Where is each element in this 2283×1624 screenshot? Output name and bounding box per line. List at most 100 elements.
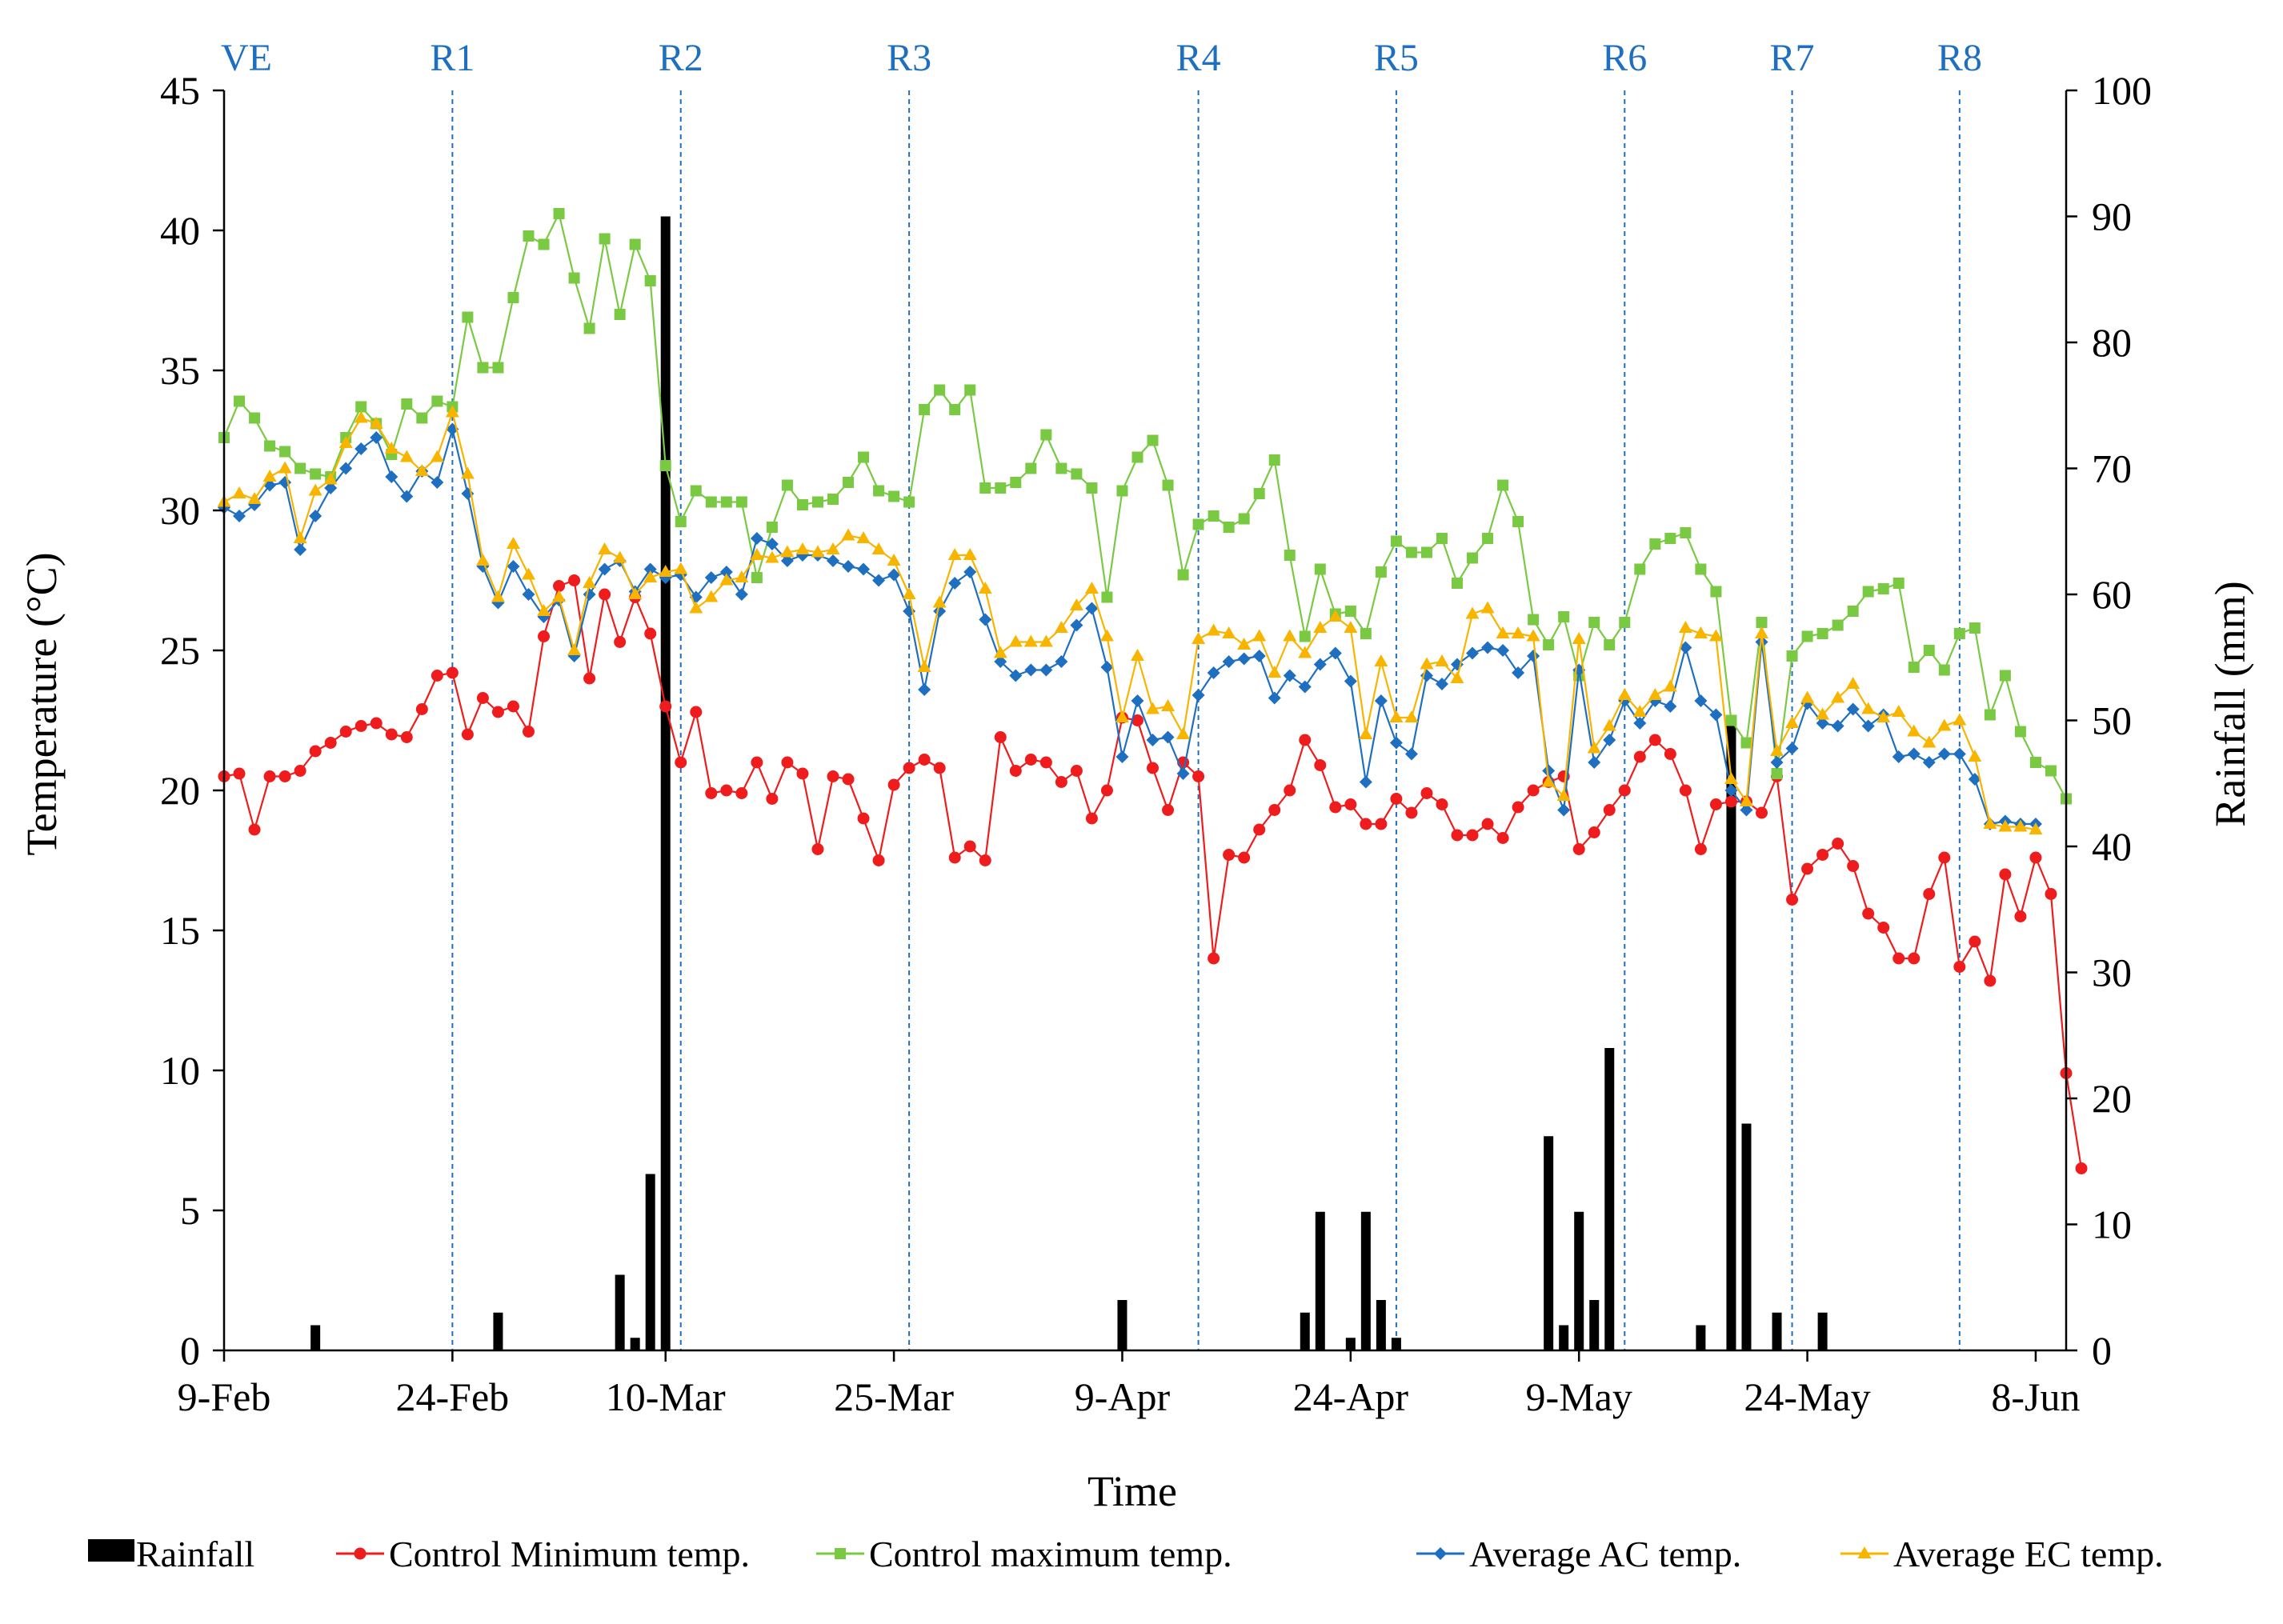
data-point-control_min (370, 717, 383, 730)
data-point-control_max (1604, 639, 1616, 650)
data-point-control_min (522, 726, 535, 738)
data-point-control_min (1390, 793, 1403, 805)
data-point-average_ac (1131, 694, 1144, 707)
data-point-control_max (720, 496, 732, 508)
data-point-average_ec (1359, 727, 1373, 739)
data-point-average_ec (1632, 705, 1647, 717)
data-point-control_max (1558, 611, 1570, 622)
data-point-control_max (1344, 606, 1356, 617)
rainfall-bar (1726, 720, 1736, 1350)
data-point-control_min (1420, 787, 1433, 799)
data-point-control_min (1024, 754, 1037, 766)
y-axis-title-right: Rainfall (mm) (2206, 581, 2254, 826)
data-point-average_ac (309, 510, 322, 522)
data-point-control_max (523, 230, 535, 242)
data-point-control_max (583, 322, 595, 334)
data-point-average_ec (1450, 671, 1464, 683)
rainfall-bar (310, 1325, 321, 1350)
rainfall-bar (1772, 1312, 1782, 1350)
data-point-average_ac (1588, 756, 1601, 769)
data-point-control_min (538, 630, 551, 642)
x-tick-label: 9-Feb (178, 1374, 271, 1419)
data-point-average_ec (1739, 794, 1753, 806)
legend-marker-control_max (835, 1548, 846, 1559)
data-point-control_min (766, 793, 779, 805)
data-point-control_max (2029, 757, 2041, 768)
data-point-average_ac (1176, 767, 1190, 780)
data-point-average_ec (1389, 710, 1404, 722)
data-point-average_ac (1252, 650, 1266, 662)
data-point-average_ec (917, 660, 931, 672)
data-point-average_ac (1359, 775, 1372, 789)
data-point-control_min (1070, 765, 1083, 777)
data-point-control_min (1100, 784, 1113, 797)
data-point-average_ac (1024, 663, 1038, 677)
data-point-control_max (355, 401, 367, 413)
data-point-average_ec (323, 472, 338, 485)
data-point-average_ec (1983, 817, 1997, 829)
data-point-average_ec (460, 466, 475, 479)
data-point-control_min (431, 670, 443, 682)
data-point-control_min (1877, 922, 1890, 934)
data-point-average_ec (1023, 634, 1038, 647)
data-point-average_ec (1084, 582, 1099, 594)
data-point-average_ac (1557, 803, 1571, 817)
data-point-average_ac (826, 554, 839, 567)
data-point-average_ac (583, 588, 596, 601)
data-point-average_ec (506, 537, 520, 549)
left-y-tick-labels: 0 5 10 15 20 25 30 35 40 45 (160, 68, 200, 1373)
left-y-tick-label: 10 (160, 1048, 200, 1093)
data-point-average_ec (1008, 634, 1023, 647)
data-point-average_ec (1374, 654, 1388, 666)
data-point-control_min (1314, 759, 1327, 771)
data-point-average_ec (1404, 710, 1419, 722)
data-point-average_ac (354, 442, 368, 455)
data-point-control_max (1268, 454, 1280, 466)
data-point-control_max (1131, 451, 1144, 463)
data-point-control_max (1147, 434, 1159, 446)
data-point-average_ac (324, 482, 338, 494)
data-point-average_ac (1603, 734, 1616, 746)
data-point-control_min (781, 756, 794, 769)
data-point-control_min (1862, 907, 1875, 920)
data-point-control_min (1969, 935, 1981, 948)
data-point-average_ac (1953, 747, 1966, 761)
data-point-average_ec (765, 550, 779, 563)
data-point-control_max (1238, 513, 1250, 525)
data-point-average_ec (1222, 626, 1236, 638)
data-point-average_ac (1724, 784, 1738, 797)
y-axis-title-left: Temperature (°C) (18, 552, 66, 855)
rainfall-bar (1117, 1300, 1127, 1350)
data-point-average_ec (1770, 744, 1784, 756)
data-point-average_ac (1542, 764, 1556, 778)
data-point-control_max (1375, 566, 1387, 578)
data-point-average_ac (994, 655, 1007, 668)
data-point-average_ec (1846, 677, 1860, 689)
rainfall-bar (1574, 1211, 1584, 1350)
data-point-control_max (1543, 639, 1555, 650)
data-point-average_ec (1922, 735, 1937, 748)
data-point-control_min (872, 854, 885, 866)
x-tick-label: 25-Mar (834, 1374, 954, 1419)
rainfall-bar (1559, 1325, 1569, 1350)
left-y-tick-label: 30 (160, 488, 200, 533)
data-point-control_min (1847, 860, 1860, 872)
data-point-control_max (294, 462, 306, 474)
data-point-control_min (1527, 784, 1540, 797)
data-point-control_min (1648, 734, 1661, 746)
rainfall-bar (1360, 1211, 1371, 1350)
left-y-tick-label: 20 (160, 768, 200, 813)
data-point-control_min (1756, 806, 1768, 819)
data-point-control_max (1877, 583, 1889, 594)
data-point-average_ec (1176, 727, 1191, 739)
data-point-average_ec (811, 545, 825, 558)
rainfall-bar (660, 216, 671, 1350)
data-point-control_min (385, 728, 398, 741)
data-point-average_ac (1146, 734, 1160, 746)
rainfall-bar (493, 1312, 503, 1350)
data-point-average_ec (613, 550, 627, 563)
data-point-control_max (735, 496, 747, 508)
legend-item-control_min: Control Minimum temp. (336, 1534, 750, 1574)
data-point-control_min (1679, 784, 1692, 797)
stage-label-r5: R5 (1374, 37, 1419, 79)
